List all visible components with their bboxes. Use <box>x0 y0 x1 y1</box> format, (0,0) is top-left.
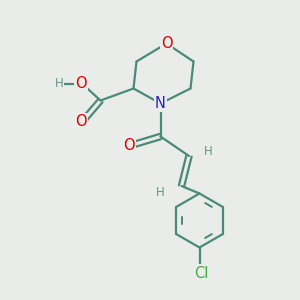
Text: O: O <box>75 114 87 129</box>
Text: O: O <box>123 138 135 153</box>
Text: O: O <box>75 76 87 91</box>
Text: Cl: Cl <box>194 266 208 280</box>
Text: N: N <box>155 96 166 111</box>
Text: O: O <box>161 36 172 51</box>
Text: H: H <box>55 77 64 90</box>
Text: H: H <box>204 145 213 158</box>
Text: H: H <box>156 185 165 199</box>
